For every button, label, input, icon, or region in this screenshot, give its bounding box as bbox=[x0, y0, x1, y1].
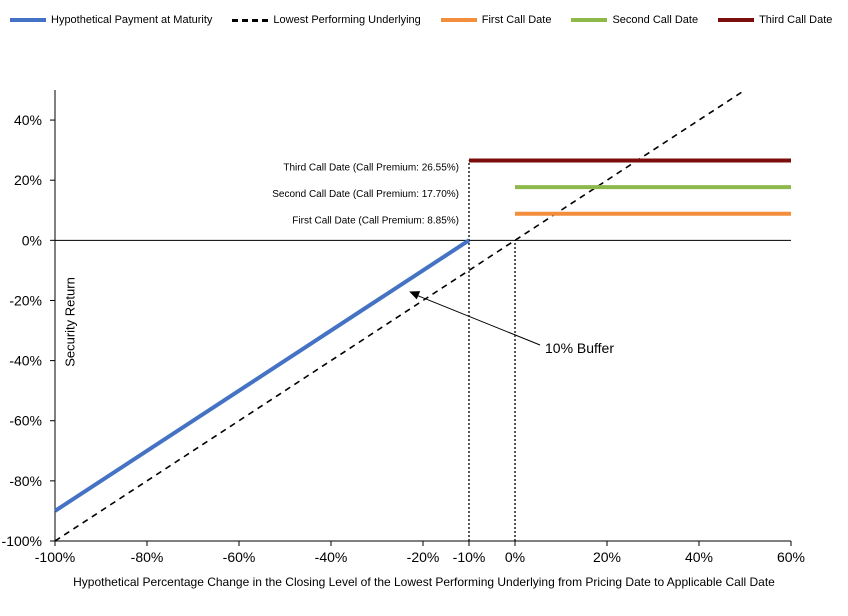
call-date-annotation: Second Call Date (Call Premium: 17.70%) bbox=[272, 189, 459, 200]
y-tick-label: 0% bbox=[22, 232, 42, 248]
y-tick-label: -40% bbox=[9, 353, 42, 369]
y-tick-label: 20% bbox=[14, 172, 42, 188]
series-lowest-performing-underlying bbox=[54, 89, 746, 542]
x-tick-label: -60% bbox=[223, 549, 256, 565]
legend-swatch-first-call bbox=[440, 18, 477, 22]
legend-label-underlying: Lowest Performing Underlying bbox=[273, 14, 421, 26]
y-tick-label: -80% bbox=[9, 473, 42, 489]
y-tick-label: -100% bbox=[2, 533, 42, 549]
callout-arrow-line bbox=[417, 294, 541, 346]
y-tick-label: 40% bbox=[14, 112, 42, 128]
series-hypothetical-payment-at-maturity bbox=[53, 238, 471, 513]
legend-item-underlying: Lowest Performing Underlying bbox=[232, 14, 421, 26]
x-tick-label: -20% bbox=[407, 549, 440, 565]
buffer-callout-label: 10% Buffer bbox=[545, 340, 615, 356]
legend-swatch-second-call bbox=[571, 18, 608, 22]
x-tick-label: 0% bbox=[505, 549, 525, 565]
legend-swatch-underlying bbox=[232, 18, 269, 22]
x-tick-label: 40% bbox=[685, 549, 713, 565]
legend-swatch-payment bbox=[10, 18, 46, 22]
legend-item-third-call: Third Call Date bbox=[718, 14, 832, 26]
callout-arrow-head bbox=[409, 291, 421, 300]
legend-item-second-call: Second Call Date bbox=[571, 14, 698, 26]
legend-label-third-call: Third Call Date bbox=[759, 14, 833, 26]
x-tick-label: -80% bbox=[131, 549, 164, 565]
x-tick-label: 60% bbox=[777, 549, 805, 565]
y-tick-label: -20% bbox=[9, 292, 42, 308]
x-tick-label: -10% bbox=[453, 549, 486, 565]
legend-label-second-call: Second Call Date bbox=[612, 14, 699, 26]
x-tick-label: 20% bbox=[593, 549, 621, 565]
chart-legend: Hypothetical Payment at Maturity Lowest … bbox=[10, 14, 848, 26]
call-date-annotation: First Call Date (Call Premium: 8.85%) bbox=[292, 216, 459, 227]
legend-item-payment: Hypothetical Payment at Maturity bbox=[10, 14, 212, 26]
y-tick-label: -60% bbox=[9, 413, 42, 429]
call-date-annotation: Third Call Date (Call Premium: 26.55%) bbox=[283, 163, 459, 174]
x-tick-label: -40% bbox=[315, 549, 348, 565]
legend-item-first-call: First Call Date bbox=[440, 14, 552, 26]
x-axis-label: Hypothetical Percentage Change in the Cl… bbox=[73, 575, 775, 589]
y-axis-label: Security Return bbox=[62, 277, 78, 367]
legend-swatch-third-call bbox=[718, 18, 755, 22]
x-tick-label: -100% bbox=[35, 549, 75, 565]
legend-label-first-call: First Call Date bbox=[481, 14, 552, 26]
legend-label-payment: Hypothetical Payment at Maturity bbox=[51, 14, 213, 26]
